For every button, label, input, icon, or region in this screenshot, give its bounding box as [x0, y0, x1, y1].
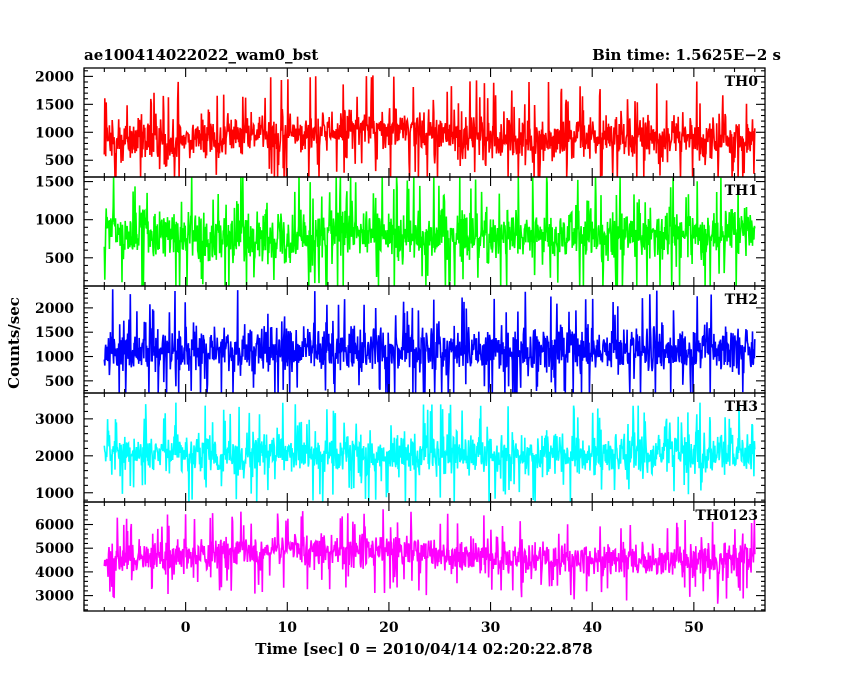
panel-th0123-frame — [83, 501, 766, 612]
y-tick-label: 2000 — [35, 449, 74, 465]
panel-label-th2: TH2 — [725, 292, 758, 308]
x-tick-label: 30 — [481, 620, 501, 636]
series-th3-line — [103, 402, 756, 502]
y-tick-label: 500 — [45, 374, 74, 390]
x-tick-label: 0 — [181, 620, 191, 636]
y-tick-label: 2000 — [35, 69, 74, 85]
series-th1-line — [103, 177, 756, 286]
panel-label-th0: TH0 — [725, 74, 759, 90]
y-tick-label: 1000 — [35, 213, 74, 229]
y-tick-label: 4000 — [35, 565, 74, 581]
y-tick-label: 500 — [45, 251, 74, 267]
x-tick-label: 40 — [582, 620, 602, 636]
panel-label-th1: TH1 — [725, 183, 758, 199]
y-axis-label: Counts/sec — [5, 297, 23, 389]
panel-label-th3: TH3 — [725, 399, 758, 415]
y-tick-label: 2000 — [35, 301, 74, 317]
y-tick-label: 1500 — [35, 325, 74, 341]
chart-title: ae100414022022_wam0_bst — [84, 46, 318, 64]
y-tick-label: 6000 — [35, 518, 74, 534]
y-tick-label: 1500 — [35, 97, 74, 113]
bin-time-label: Bin time: 1.5625E−2 s — [592, 46, 781, 64]
series-th0123-line — [103, 509, 756, 604]
y-tick-label: 1000 — [35, 350, 74, 366]
series-th0-line — [103, 75, 756, 177]
y-tick-label: 500 — [45, 153, 74, 169]
y-tick-label: 1500 — [35, 175, 74, 191]
y-tick-label: 5000 — [35, 541, 74, 557]
x-axis-label: Time [sec] 0 = 2010/04/14 02:20:22.878 — [255, 640, 592, 658]
x-tick-label: 20 — [379, 620, 399, 636]
y-tick-label: 1000 — [35, 486, 74, 502]
x-tick-label: 50 — [684, 620, 704, 636]
y-tick-label: 1000 — [35, 125, 74, 141]
series-th2-line — [103, 289, 756, 393]
y-tick-label: 3000 — [35, 412, 74, 428]
y-tick-label: 3000 — [35, 589, 74, 605]
panel-label-th0123: TH0123 — [695, 508, 758, 524]
x-tick-label: 10 — [278, 620, 298, 636]
